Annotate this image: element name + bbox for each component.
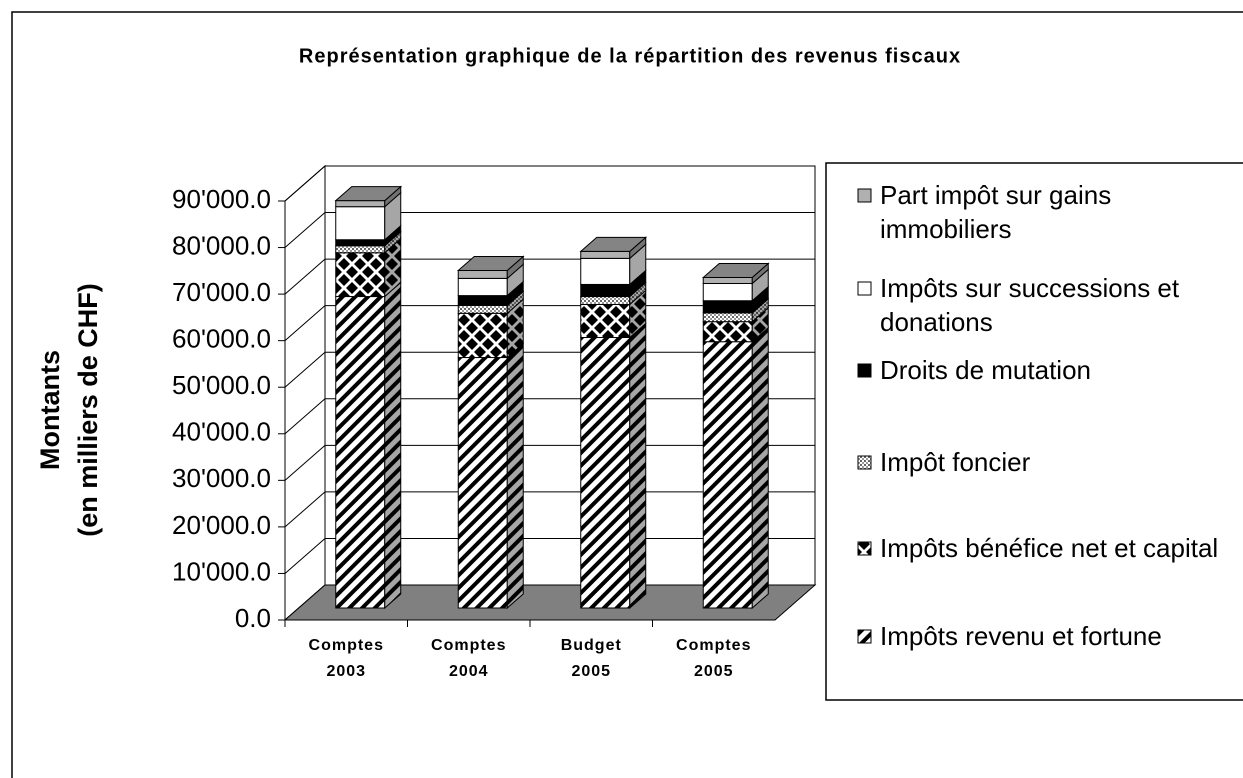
y-tick-label: 10'000.0: [172, 556, 271, 586]
bar-top-shade: [335, 186, 401, 201]
bar-side-shade: [384, 186, 401, 207]
bar-side-shade: [507, 256, 524, 279]
bar-segment: [702, 300, 753, 314]
bar-side-shade: [507, 291, 524, 314]
legend-swatch: [857, 363, 872, 378]
bar-side-shade: [752, 263, 769, 284]
grid-line: [284, 258, 326, 295]
bar-segment: [702, 312, 753, 323]
chart-border: [11, 11, 1243, 778]
bar-side-shade: [507, 264, 524, 296]
y-tick-label: 40'000.0: [172, 417, 271, 447]
x-tick-label: Comptes 2005: [676, 637, 752, 680]
y-tick-label: 30'000.0: [172, 463, 271, 493]
bar-segment: [457, 277, 508, 297]
legend-box: [825, 162, 1243, 701]
bar-top-shade: [703, 263, 769, 278]
legend-swatch: [857, 188, 872, 203]
y-tick-label: 70'000.0: [172, 277, 271, 307]
bar-segment: [580, 250, 631, 259]
y-tick-label: 90'000.0: [172, 184, 271, 214]
bar-segment: [580, 257, 631, 285]
bar-side-shade: [507, 343, 524, 608]
bar-side-shade: [629, 282, 646, 305]
bar-side-shade: [507, 281, 524, 306]
bar-segment: [335, 200, 386, 208]
side-wall: [284, 164, 326, 622]
bar-side-shade: [629, 237, 646, 259]
bar-side-shade: [629, 270, 646, 297]
grid-line: [284, 491, 326, 528]
bar-side-shade: [752, 298, 769, 322]
bar-segment: [457, 304, 508, 314]
bar-segment: [580, 337, 631, 609]
bar-side-shade: [384, 238, 401, 297]
bar-side-shade: [384, 231, 401, 253]
legend-label: Impôts sur successions et donations: [880, 273, 1180, 337]
y-axis-title: Montants: [35, 350, 65, 470]
legend-label: Droits de mutation: [880, 355, 1091, 385]
legend-swatch: [857, 629, 872, 644]
grid-line: [284, 398, 326, 435]
bar-side-shade: [752, 286, 769, 313]
bar-segment: [335, 245, 386, 254]
grid-line: [284, 351, 326, 388]
legend-label: Impôt foncier: [880, 447, 1031, 477]
y-axis-title: (en milliers de CHF): [73, 283, 103, 537]
bar-segment: [702, 276, 753, 285]
bar-side-shade: [752, 307, 769, 342]
bar-top: [579, 236, 648, 252]
bar-segment: [457, 312, 508, 359]
grid-line: [284, 305, 326, 342]
bar-segment: [702, 283, 753, 302]
bar-segment: [335, 296, 386, 609]
legend-swatch: [857, 541, 872, 556]
bar-side-shade: [507, 299, 524, 358]
grid-line: [284, 212, 326, 248]
bar-top-shade: [580, 237, 646, 252]
y-tick-label: 0.0: [235, 603, 271, 633]
y-tick-label: 80'000.0: [172, 230, 271, 260]
grid-line: [284, 444, 326, 481]
bar-side-shade: [384, 192, 401, 240]
x-tick-label: Comptes 2003: [308, 637, 384, 680]
bar-segment: [580, 303, 631, 339]
bar-segment: [457, 357, 508, 609]
bar-segment: [580, 283, 631, 298]
bar-side-shade: [629, 244, 646, 285]
y-tick-label: 60'000.0: [172, 324, 271, 354]
grid-line: [284, 538, 326, 574]
legend-label: Impôts bénéfice net et capital: [880, 533, 1219, 563]
bar-segment: [335, 239, 386, 247]
bar-segment: [457, 295, 508, 306]
bar-side-shade: [384, 225, 401, 246]
bar-segment: [702, 321, 753, 343]
grid-line: [284, 165, 326, 202]
bar-top-shade: [458, 256, 524, 271]
bar-segment: [580, 296, 631, 305]
legend-label: Impôts revenu et fortune: [880, 621, 1162, 651]
x-tick-label: Budget 2005: [560, 637, 622, 680]
bar-side-shade: [752, 269, 769, 301]
x-tick-label: Comptes 2004: [431, 637, 507, 680]
y-tick-label: 50'000.0: [172, 370, 271, 400]
chart-title: Représentation graphique de la répartiti…: [299, 45, 961, 67]
bar-segment: [335, 206, 386, 241]
legend-swatch: [857, 281, 872, 296]
y-tick-label: 20'000.0: [172, 510, 271, 540]
legend-swatch: [857, 455, 872, 470]
bar-top: [701, 262, 770, 278]
bar-segment: [702, 341, 753, 609]
bar-segment: [335, 252, 386, 298]
bar-top: [456, 255, 525, 271]
legend-label: Part impôt sur gains immobiliers: [880, 180, 1112, 244]
bar-side-shade: [752, 327, 769, 608]
bar-side-shade: [629, 290, 646, 338]
bar-side-shade: [629, 323, 646, 608]
bar-side-shade: [384, 282, 401, 608]
bar-top: [334, 186, 403, 202]
bar-segment: [457, 269, 508, 279]
